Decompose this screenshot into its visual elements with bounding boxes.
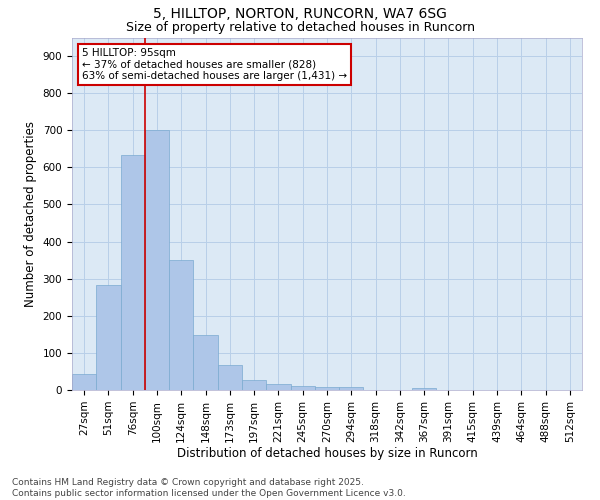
Bar	[266, 384, 290, 390]
Bar	[315, 386, 339, 390]
Bar	[218, 365, 242, 390]
Bar	[96, 285, 121, 390]
Bar	[193, 336, 218, 390]
Y-axis label: Number of detached properties: Number of detached properties	[24, 120, 37, 306]
Bar	[290, 386, 315, 390]
Text: Size of property relative to detached houses in Runcorn: Size of property relative to detached ho…	[125, 22, 475, 35]
Text: Contains HM Land Registry data © Crown copyright and database right 2025.
Contai: Contains HM Land Registry data © Crown c…	[12, 478, 406, 498]
Bar	[339, 388, 364, 390]
Bar	[412, 388, 436, 390]
Text: 5 HILLTOP: 95sqm
← 37% of detached houses are smaller (828)
63% of semi-detached: 5 HILLTOP: 95sqm ← 37% of detached house…	[82, 48, 347, 82]
Bar	[145, 130, 169, 390]
Bar	[72, 374, 96, 390]
Bar	[242, 380, 266, 390]
Bar	[169, 260, 193, 390]
X-axis label: Distribution of detached houses by size in Runcorn: Distribution of detached houses by size …	[176, 448, 478, 460]
Bar	[121, 156, 145, 390]
Text: 5, HILLTOP, NORTON, RUNCORN, WA7 6SG: 5, HILLTOP, NORTON, RUNCORN, WA7 6SG	[153, 8, 447, 22]
